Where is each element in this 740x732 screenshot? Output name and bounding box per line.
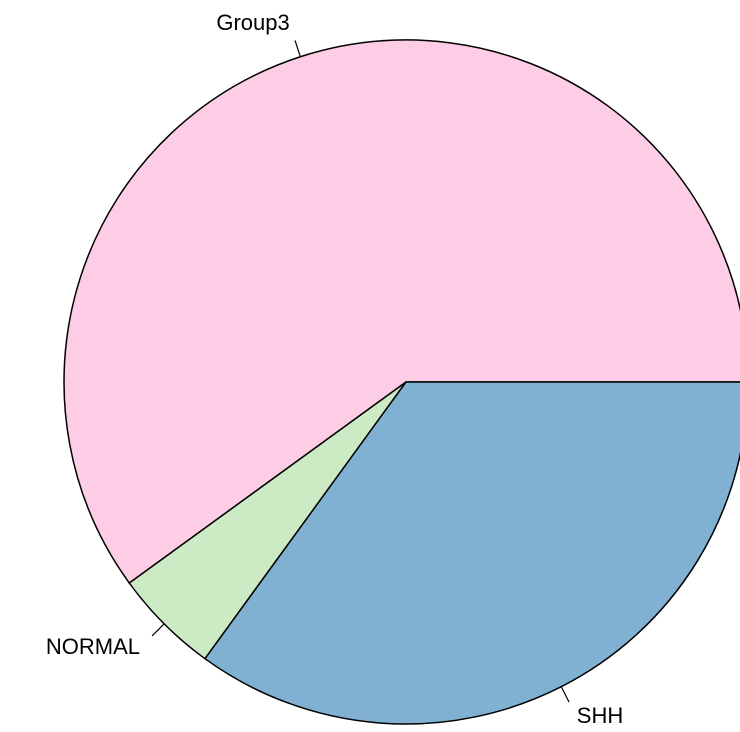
pie-slice bbox=[203, 381, 740, 725]
label-tick bbox=[294, 40, 301, 57]
slice-label: SHH bbox=[577, 703, 623, 728]
slice-label: Group3 bbox=[216, 10, 289, 35]
label-tick bbox=[560, 686, 570, 703]
label-tick bbox=[151, 623, 165, 637]
pie-slice bbox=[63, 39, 740, 585]
slice-label: NORMAL bbox=[46, 634, 140, 659]
